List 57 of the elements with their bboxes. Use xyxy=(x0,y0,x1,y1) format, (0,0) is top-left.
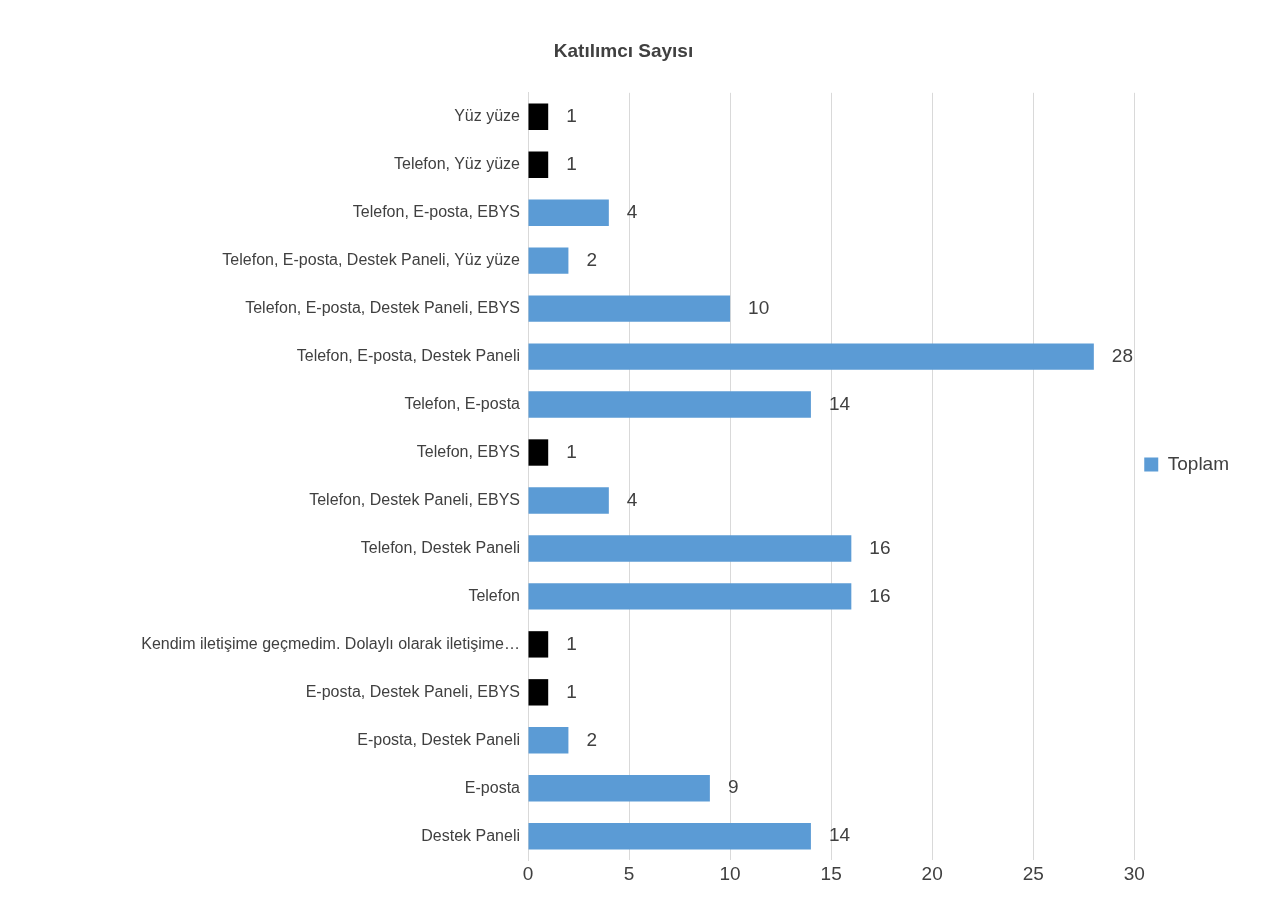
bar xyxy=(528,391,811,418)
data-label: 14 xyxy=(828,392,851,414)
bar xyxy=(528,295,731,322)
bar xyxy=(528,631,549,658)
data-label: 4 xyxy=(626,200,638,222)
bar xyxy=(528,151,549,178)
data-label: 14 xyxy=(828,824,851,846)
data-label: 28 xyxy=(1111,344,1133,366)
bar xyxy=(528,199,609,226)
y-tick-label: E-posta, Destek Paneli, EBYS xyxy=(305,682,520,700)
chart-title: Katılımcı Sayısı xyxy=(553,39,694,61)
y-tick-label: Telefon, Destek Paneli xyxy=(360,538,520,556)
y-tick-label: Telefon, Yüz yüze xyxy=(393,155,521,173)
x-tick-label: 0 xyxy=(522,862,534,884)
y-tick-label: Telefon, E-posta, Destek Paneli, Yüz yüze xyxy=(222,251,521,269)
data-label: 16 xyxy=(869,536,891,558)
bar xyxy=(528,439,549,466)
y-tick-label: Telefon, Destek Paneli, EBYS xyxy=(309,490,520,508)
bar xyxy=(528,487,609,514)
data-label: 16 xyxy=(869,584,891,606)
data-label: 1 xyxy=(566,632,577,654)
bar xyxy=(528,535,852,562)
x-tick-label: 5 xyxy=(623,862,635,884)
bar xyxy=(528,103,549,130)
y-tick-label: Telefon, E-posta xyxy=(404,394,521,412)
y-tick-label: Telefon, EBYS xyxy=(416,442,520,460)
data-label: 1 xyxy=(566,152,577,174)
legend-label: Toplam xyxy=(1167,452,1229,474)
y-tick-label: Telefon, E-posta, Destek Paneli xyxy=(296,347,520,364)
x-tick-label: 30 xyxy=(1123,862,1145,884)
bar xyxy=(528,247,569,274)
bar xyxy=(528,343,1094,370)
x-tick-label: 15 xyxy=(820,862,842,884)
bar xyxy=(528,679,549,706)
bar xyxy=(528,823,811,850)
data-label: 10 xyxy=(748,296,770,318)
data-label: 1 xyxy=(566,105,577,127)
x-tick-label: 20 xyxy=(921,862,943,884)
data-label: 2 xyxy=(586,728,597,750)
data-label: 1 xyxy=(566,440,577,462)
bar xyxy=(528,727,569,754)
y-tick-label: Telefon, E-posta, Destek Paneli, EBYS xyxy=(245,299,520,317)
bar xyxy=(528,775,710,802)
x-tick-label: 25 xyxy=(1022,862,1044,884)
data-label: 9 xyxy=(727,776,739,798)
data-label: 1 xyxy=(566,680,577,702)
y-tick-label: Kendim iletişime geçmedim. Dolaylı olarak iletişime… xyxy=(141,634,520,652)
y-tick-label: E-posta, Destek Paneli xyxy=(357,730,520,748)
x-tick-label: 10 xyxy=(719,862,741,884)
y-tick-label: Telefon xyxy=(468,586,520,604)
y-tick-label: Destek Paneli xyxy=(421,826,520,844)
y-tick-label: Telefon, E-posta, EBYS xyxy=(352,203,520,221)
y-tick-label: Yüz yüze xyxy=(454,107,521,125)
y-tick-label: E-posta xyxy=(464,778,521,796)
data-label: 4 xyxy=(626,488,638,510)
bar xyxy=(528,583,852,610)
data-label: 2 xyxy=(586,248,597,270)
